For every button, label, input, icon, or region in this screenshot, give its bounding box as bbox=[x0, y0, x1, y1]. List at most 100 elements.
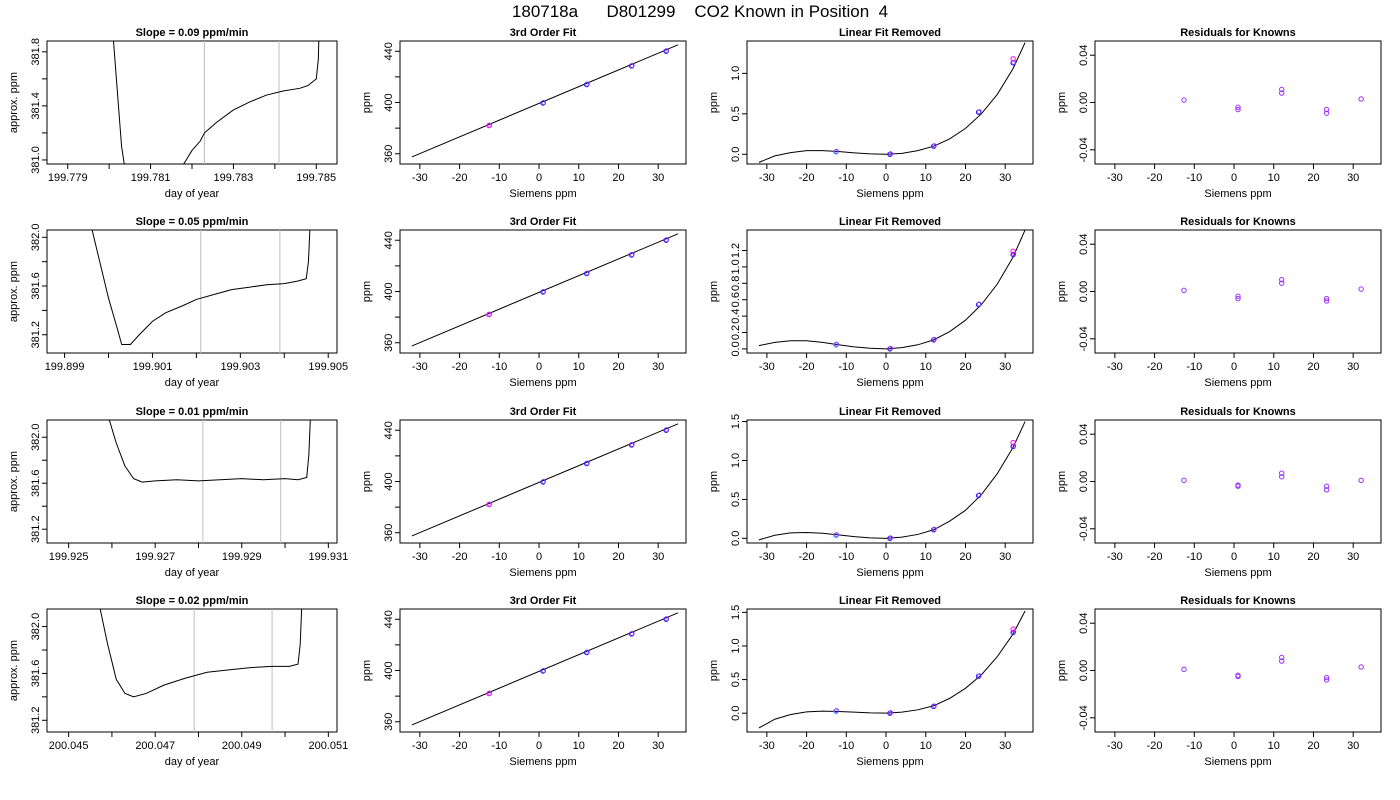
plot-frame bbox=[1094, 419, 1382, 544]
data-point-overlay bbox=[487, 690, 492, 696]
y-tick-label: 0.8 bbox=[730, 276, 742, 291]
data-point bbox=[1323, 295, 1330, 302]
y-tick-label: 0.0 bbox=[730, 706, 742, 721]
y-tick-label: 0.04 bbox=[1078, 233, 1090, 254]
data-point-overlay bbox=[1011, 251, 1017, 257]
x-tick-label: 0 bbox=[1231, 361, 1237, 373]
y-tick-label: 382.0 bbox=[30, 224, 42, 252]
x-tick-label: 20 bbox=[959, 361, 971, 373]
panel-residuals-4: Residuals for Knowns -30 -20 -10 0 10 20 30 -0.0… bbox=[1056, 595, 1382, 768]
x-tick-label: 10 bbox=[920, 740, 932, 752]
x-axis-label: Siemens ppm bbox=[1204, 756, 1271, 768]
x-tick-label: 20 bbox=[959, 172, 971, 184]
data-point bbox=[1278, 280, 1285, 286]
panel-linear-removed-3: Linear Fit Removed -30 -20 -10 0 10 20 30 0.0 0.5… bbox=[708, 406, 1034, 579]
x-axis-label: day of year bbox=[165, 377, 220, 389]
data-point-overlay bbox=[888, 535, 893, 541]
plot-frame bbox=[46, 419, 338, 544]
data-point bbox=[1323, 674, 1330, 681]
data-point bbox=[1358, 286, 1364, 292]
data-point bbox=[1181, 666, 1187, 673]
plot-frame bbox=[746, 419, 1034, 544]
panel-linear-removed-4: Linear Fit Removed -30 -20 -10 0 10 20 30 0.0 0.5… bbox=[708, 595, 1034, 768]
x-tick-label: 30 bbox=[999, 740, 1011, 752]
plot-frame bbox=[46, 40, 338, 165]
x-tick-label: 0 bbox=[1231, 172, 1237, 184]
x-axis-label: Siemens ppm bbox=[856, 756, 923, 768]
x-tick-label: -20 bbox=[452, 172, 468, 184]
plot-frame bbox=[1094, 608, 1382, 733]
panel-title: 3rd Order Fit bbox=[510, 406, 577, 418]
plot-area bbox=[1181, 276, 1364, 304]
x-tick-label: 10 bbox=[920, 361, 932, 373]
data-point bbox=[1181, 97, 1187, 103]
x-tick-label: -20 bbox=[452, 551, 468, 563]
data-point bbox=[1181, 287, 1187, 294]
data-point bbox=[1358, 664, 1364, 670]
data-point-overlay bbox=[931, 143, 937, 148]
x-tick-label: 10 bbox=[1268, 551, 1280, 563]
data-point bbox=[1323, 106, 1330, 113]
x-tick-label: 199.779 bbox=[48, 172, 88, 184]
x-tick-label: -30 bbox=[1107, 740, 1123, 752]
y-tick-label: 0.2 bbox=[730, 325, 742, 340]
data-point-overlay bbox=[976, 301, 982, 307]
y-tick-label: 1.0 bbox=[730, 453, 742, 468]
data-point bbox=[1278, 470, 1285, 476]
y-axis-label: ppm bbox=[708, 281, 720, 302]
x-axis-label: Siemens ppm bbox=[1204, 188, 1271, 200]
x-tick-label: 200.051 bbox=[308, 740, 348, 752]
y-tick-label: 0.5 bbox=[730, 492, 742, 507]
data-point bbox=[1323, 298, 1330, 304]
x-tick-label: -20 bbox=[799, 172, 815, 184]
x-tick-label: 20 bbox=[1307, 551, 1319, 563]
drift-trace bbox=[99, 609, 303, 698]
x-tick-label: 20 bbox=[612, 361, 624, 373]
y-tick-label: 0.04 bbox=[1078, 44, 1090, 65]
panel-title: 3rd Order Fit bbox=[510, 27, 577, 39]
x-tick-label: -10 bbox=[838, 740, 854, 752]
x-tick-label: 0 bbox=[1231, 740, 1237, 752]
data-point-overlay bbox=[1011, 629, 1017, 635]
y-tick-label: 360 bbox=[383, 334, 395, 352]
x-tick-label: -10 bbox=[1186, 740, 1202, 752]
y-tick-label: 0.00 bbox=[1078, 281, 1090, 302]
figure-title: 180718a D801299 CO2 Known in Position 4 bbox=[0, 2, 1400, 22]
data-point bbox=[1235, 483, 1241, 489]
x-tick-label: -20 bbox=[452, 740, 468, 752]
x-tick-label: -30 bbox=[759, 361, 775, 373]
drift-trace bbox=[112, 41, 320, 164]
plot-frame bbox=[746, 40, 1034, 165]
y-tick-label: 400 bbox=[383, 661, 395, 679]
y-tick-label: 0.0 bbox=[730, 147, 742, 162]
y-tick-label: 381.2 bbox=[30, 321, 42, 349]
data-point-overlay bbox=[629, 630, 635, 636]
data-point-overlay bbox=[664, 237, 670, 243]
x-tick-label: 20 bbox=[612, 172, 624, 184]
plot-area bbox=[99, 609, 303, 732]
y-tick-label: -0.04 bbox=[1078, 516, 1090, 541]
plot-area bbox=[758, 421, 1026, 542]
y-tick-label: 400 bbox=[383, 93, 395, 111]
panel-title: 3rd Order Fit bbox=[510, 595, 577, 607]
x-tick-label: 30 bbox=[999, 361, 1011, 373]
plot-area bbox=[758, 42, 1026, 163]
x-tick-label: -30 bbox=[412, 172, 428, 184]
x-tick-label: -10 bbox=[491, 172, 507, 184]
x-tick-label: 0 bbox=[536, 172, 542, 184]
plot-area bbox=[112, 41, 320, 164]
x-tick-label: 30 bbox=[652, 740, 664, 752]
x-tick-label: 0 bbox=[536, 740, 542, 752]
x-tick-label: 10 bbox=[573, 740, 585, 752]
x-tick-label: 10 bbox=[1268, 740, 1280, 752]
y-tick-label: 0.04 bbox=[1078, 423, 1090, 444]
x-tick-label: 199.781 bbox=[131, 172, 171, 184]
x-tick-label: -20 bbox=[1147, 172, 1163, 184]
data-point-extra bbox=[1010, 248, 1016, 255]
plot-area bbox=[108, 420, 311, 543]
title-instrument-id: D801299 bbox=[606, 2, 676, 21]
panel-title: Linear Fit Removed bbox=[839, 595, 941, 607]
data-point bbox=[1323, 483, 1330, 489]
data-point bbox=[1235, 106, 1241, 113]
x-tick-label: -30 bbox=[1107, 172, 1123, 184]
